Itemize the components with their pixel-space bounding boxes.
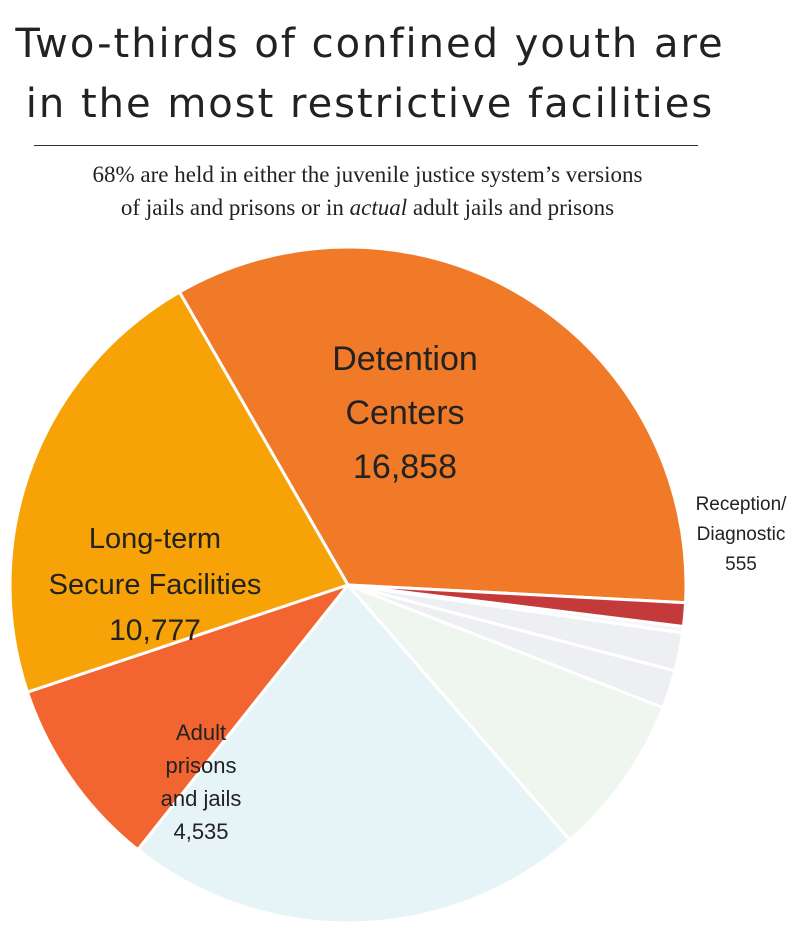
slice-value-reception-diagnostic: 555 <box>725 554 757 575</box>
slice-label-long-term-secure-facilities-line-1: Long-term <box>89 523 221 555</box>
subtitle-emphasis: actual <box>349 195 408 220</box>
pie-slice-adult-prisons-and-jails <box>25 583 350 852</box>
chart-title-line-2: in the most restrictive facilities <box>25 81 715 127</box>
subtitle-line-2-start: of jails and prisons or in <box>120 195 350 220</box>
pie-slice-unlabeled-4 <box>346 583 665 842</box>
slice-label-reception-diagnostic-line-1: Reception/ <box>696 494 788 515</box>
subtitle-line-2-end: adult jails and prisons <box>407 195 615 220</box>
slice-label-detention-centers-line-2: Centers <box>345 394 464 432</box>
pie-slice-unlabeled-3 <box>136 583 572 925</box>
pie-slice-reception-diagnostic <box>346 583 688 628</box>
slice-label-reception-diagnostic-line-2: Diagnostic <box>697 524 786 545</box>
chart-title: Two-thirds of confined youth are in the … <box>0 14 740 134</box>
slice-label-long-term-secure-facilities-line-2: Secure Facilities <box>49 569 262 601</box>
slice-label-adult-prisons-and-jails-line-3: and jails <box>161 786 242 811</box>
chart-title-line-1: Two-thirds of confined youth are <box>15 21 725 67</box>
pie-slices <box>8 245 688 925</box>
title-divider <box>34 145 698 146</box>
slice-label-adult-prisons-and-jails-line-2: prisons <box>166 753 237 778</box>
subtitle-line-1: 68% are held in either the juvenile just… <box>92 162 643 187</box>
pie-slice-long-term-secure-facilities <box>8 290 350 694</box>
pie-slice-detention-centers <box>177 245 688 605</box>
pie-labels: Detention Centers 16,858 Long-term Secure Fa… <box>49 340 788 844</box>
slice-label-detention-centers-line-1: Detention <box>332 340 478 378</box>
slice-value-long-term-secure-facilities: 10,777 <box>109 614 201 647</box>
chart-subtitle: 68% are held in either the juvenile just… <box>0 158 735 224</box>
slice-label-adult-prisons-and-jails-line-1: Adult <box>176 720 226 745</box>
slice-value-adult-prisons-and-jails: 4,535 <box>173 819 228 844</box>
slice-value-detention-centers: 16,858 <box>353 448 457 486</box>
